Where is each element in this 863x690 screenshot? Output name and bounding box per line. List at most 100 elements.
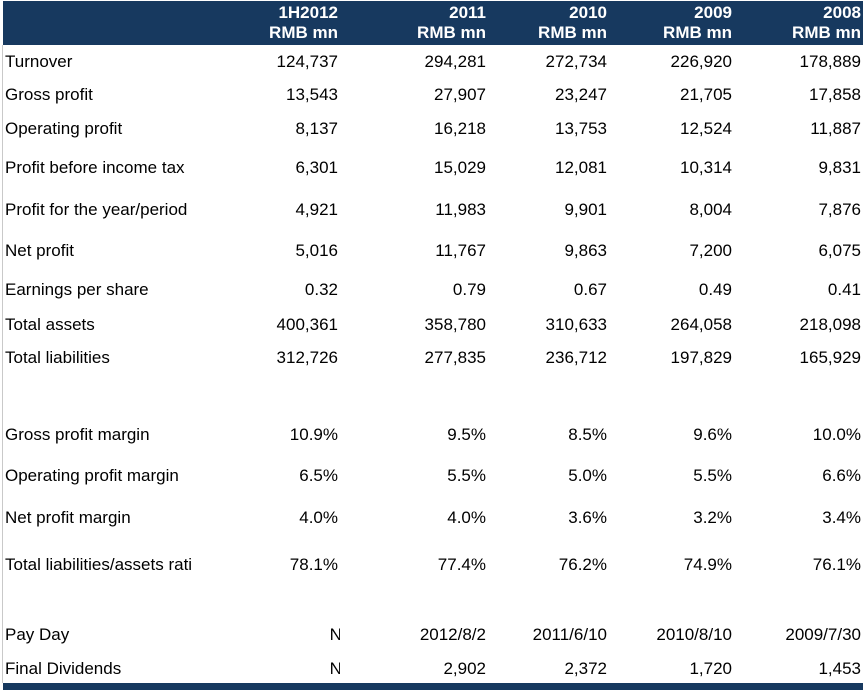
cell-value: 272,734 bbox=[545, 51, 607, 71]
cell-value: 6.5% bbox=[299, 465, 338, 485]
row-label: Earnings per share bbox=[5, 279, 149, 299]
row-label: Net profit bbox=[5, 241, 74, 260]
cell-value: 8,004 bbox=[689, 199, 732, 219]
cell-value: 9.6% bbox=[693, 425, 732, 444]
cell-value: 0.79 bbox=[452, 279, 486, 299]
table-row-liabilities-assets-ratio: Total liabilities/assets ratio 78.1% 77.… bbox=[0, 540, 863, 590]
cell-value: 0.67 bbox=[573, 279, 607, 299]
cell-value: 6,301 bbox=[295, 157, 338, 177]
cell-value: 10.0% bbox=[812, 425, 861, 444]
cell-value: 6,075 bbox=[818, 241, 861, 260]
cell-value: 0.32 bbox=[304, 279, 338, 299]
cell-value: 0.49 bbox=[698, 279, 732, 299]
cell-value: 7,200 bbox=[689, 241, 732, 260]
cell-value: 76.2% bbox=[558, 555, 607, 574]
cell-value: 8,137 bbox=[295, 119, 338, 138]
cell-value: 2010/8/10 bbox=[656, 625, 732, 644]
table-row-operating-profit-margin: Operating profit margin 6.5% 5.5% 5.0% 5… bbox=[0, 455, 863, 496]
cell-value: 2,372 bbox=[564, 659, 607, 678]
na-value: N/A bbox=[329, 659, 340, 678]
column-header-2011: 2011 RMB mn bbox=[340, 1, 488, 45]
header-left-margin bbox=[0, 0, 3, 45]
column-header-2008: 2008 RMB mn bbox=[734, 1, 863, 45]
cell-value: 3.4% bbox=[822, 508, 861, 527]
column-header-2010: 2010 RMB mn bbox=[488, 1, 609, 45]
cell-value: 2009/7/30 bbox=[785, 625, 861, 644]
column-year-label: 2008 bbox=[823, 3, 861, 22]
cell-value: 5,016 bbox=[295, 241, 338, 260]
column-unit-label: RMB mn bbox=[663, 23, 732, 42]
cell-value: 178,889 bbox=[799, 51, 861, 71]
cell-value: 9,863 bbox=[564, 241, 607, 260]
cell-value: 3.6% bbox=[568, 508, 607, 527]
table-row-profit-before-tax: Profit before income tax 6,301 15,029 12… bbox=[0, 147, 863, 188]
cell-value: 400,361 bbox=[276, 314, 338, 334]
table-row-gross-profit: Gross profit 13,543 27,907 23,247 21,705… bbox=[0, 78, 863, 111]
column-unit-label: RMB mn bbox=[792, 23, 861, 42]
column-unit-label: RMB mn bbox=[269, 23, 338, 42]
header-empty-cell bbox=[0, 1, 192, 45]
cell-value: 74.9% bbox=[683, 555, 732, 574]
cell-value: 165,929 bbox=[799, 348, 861, 367]
cell-value: 9,901 bbox=[564, 199, 607, 219]
table-row-total-assets: Total assets 400,361 358,780 310,633 264… bbox=[0, 308, 863, 341]
row-label: Net profit margin bbox=[5, 508, 131, 527]
cell-value: 11,767 bbox=[435, 241, 486, 260]
table-row-net-profit-margin: Net profit margin 4.0% 4.0% 3.6% 3.2% 3.… bbox=[0, 496, 863, 540]
cell-value: 8.5% bbox=[568, 425, 607, 444]
cell-value: 5.5% bbox=[447, 465, 486, 485]
cell-value: 9,831 bbox=[818, 157, 861, 177]
table-row-operating-profit: Operating profit 8,137 16,218 13,753 12,… bbox=[0, 111, 863, 147]
cell-value: 4,921 bbox=[295, 199, 338, 219]
cell-value: 2011/6/10 bbox=[532, 625, 607, 644]
cell-value: 6.6% bbox=[822, 465, 861, 485]
cell-value: 358,780 bbox=[424, 314, 486, 334]
row-label: Operating profit bbox=[5, 119, 123, 138]
row-label: Profit for the year/period bbox=[5, 199, 188, 219]
table-row-eps: Earnings per share 0.32 0.79 0.67 0.49 0… bbox=[0, 271, 863, 308]
column-year-label: 2009 bbox=[694, 3, 732, 22]
column-unit-label: RMB mn bbox=[538, 23, 607, 42]
cell-value: 1,453 bbox=[818, 659, 861, 678]
table-row-total-liabilities: Total liabilities 312,726 277,835 236,71… bbox=[0, 341, 863, 375]
row-label: Total liabilities/assets ratio bbox=[5, 555, 192, 574]
cell-value: 78.1% bbox=[289, 555, 338, 574]
spacer-row bbox=[0, 590, 863, 615]
cell-value: 312,726 bbox=[276, 348, 338, 367]
cell-value: 197,829 bbox=[670, 348, 732, 367]
header-row: 1H2012 RMB mn 2011 RMB mn 2010 RMB mn 20… bbox=[0, 1, 863, 45]
table-left-rule bbox=[2, 45, 3, 683]
cell-value: 7,876 bbox=[818, 199, 861, 219]
cell-value: 23,247 bbox=[555, 84, 607, 104]
row-label: Operating profit margin bbox=[5, 465, 179, 485]
na-value: N/A bbox=[329, 625, 340, 644]
column-year-label: 1H2012 bbox=[278, 3, 338, 22]
cell-value: 218,098 bbox=[799, 314, 861, 334]
cell-value: 13,753 bbox=[555, 119, 607, 138]
footer-bar bbox=[3, 683, 863, 690]
cell-value: 3.2% bbox=[693, 508, 732, 527]
cell-value: 9.5% bbox=[447, 425, 486, 444]
row-label: Gross profit bbox=[5, 84, 93, 104]
row-label: Final Dividends bbox=[5, 659, 122, 678]
cell-value: 5.0% bbox=[568, 465, 607, 485]
cell-value: 16,218 bbox=[434, 119, 486, 138]
cell-value: 11,887 bbox=[810, 119, 861, 138]
table-row-net-profit: Net profit 5,016 11,767 9,863 7,200 6,07… bbox=[0, 231, 863, 271]
cell-value: N/A bbox=[192, 615, 340, 655]
cell-value: 21,705 bbox=[680, 84, 732, 104]
cell-value: 10.9% bbox=[289, 425, 338, 444]
cell-value: 124,737 bbox=[276, 51, 338, 71]
cell-value: 4.0% bbox=[299, 508, 338, 527]
column-header-1h2012: 1H2012 RMB mn bbox=[192, 1, 340, 45]
cell-value: 226,920 bbox=[670, 51, 732, 71]
cell-value: 12,081 bbox=[555, 157, 607, 177]
column-year-label: 2010 bbox=[569, 3, 607, 22]
cell-value: 76.1% bbox=[812, 555, 861, 574]
cell-value: 310,633 bbox=[545, 314, 607, 334]
cell-value: 2,902 bbox=[443, 659, 486, 678]
cell-value: 2012/8/2 bbox=[419, 625, 486, 644]
spacer-row bbox=[0, 375, 863, 415]
cell-value: 17,858 bbox=[809, 84, 861, 104]
